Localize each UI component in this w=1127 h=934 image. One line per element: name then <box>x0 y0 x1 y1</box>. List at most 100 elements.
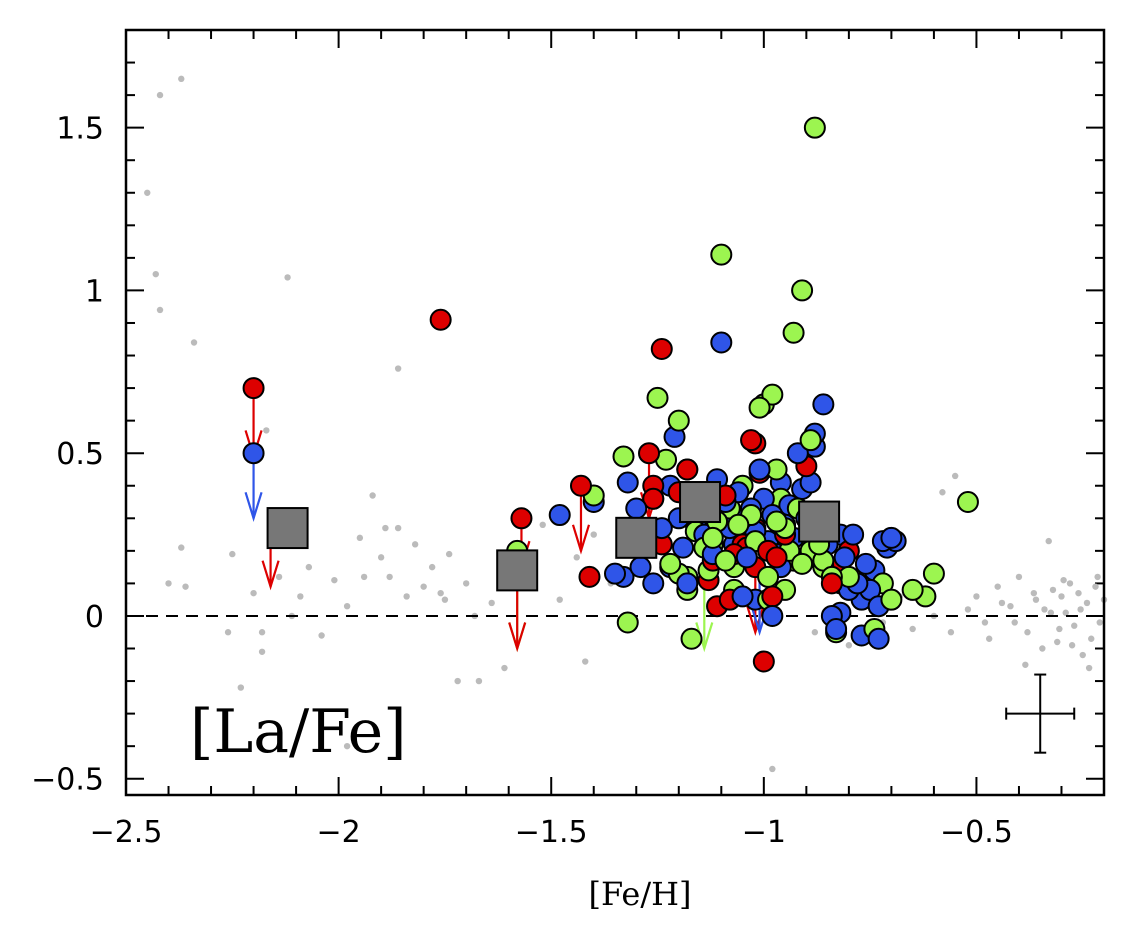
green-point <box>659 552 682 575</box>
green-point <box>714 549 737 572</box>
y-tick-label: 0.5 <box>56 437 104 472</box>
field-star-point <box>156 306 164 314</box>
blue-point <box>625 497 648 520</box>
upper-limit-arrowhead <box>261 560 280 591</box>
blue-point <box>676 572 699 595</box>
field-star-point <box>275 573 283 581</box>
field-star-point <box>343 742 351 750</box>
green-point <box>922 562 945 585</box>
field-star-point <box>165 580 172 587</box>
blue-point <box>761 604 784 627</box>
green-point <box>757 565 780 588</box>
field-star-point <box>1060 576 1067 584</box>
field-star-point <box>964 606 972 613</box>
field-star-point <box>994 583 1001 590</box>
green-point <box>799 429 822 452</box>
mean-value-square <box>679 481 722 524</box>
field-star-point <box>305 563 313 571</box>
y-tick-label: −0.5 <box>31 763 104 798</box>
field-star-point <box>386 573 393 581</box>
upper-limit-arrowhead <box>244 491 263 523</box>
red-point <box>676 458 699 481</box>
blue-point <box>786 442 809 465</box>
x-tick-label: −2 <box>316 815 360 850</box>
tick-marks <box>125 30 1105 795</box>
field-star-point <box>909 625 916 633</box>
field-star-point <box>1092 583 1099 590</box>
green-point <box>791 552 814 575</box>
field-star-point <box>1045 537 1052 545</box>
blue-point <box>710 331 733 354</box>
blue-point <box>735 546 758 569</box>
field-star-point <box>811 629 819 636</box>
blue-point <box>842 523 865 546</box>
plot-frame <box>124 28 1106 797</box>
field-star-point <box>1071 622 1078 629</box>
blue-point <box>748 458 771 481</box>
x-tick-label: −1 <box>742 815 786 850</box>
field-star-point <box>190 339 198 346</box>
field-star-point <box>360 573 368 581</box>
field-star-point <box>845 642 853 649</box>
red-point <box>761 585 784 608</box>
field-star-point <box>428 563 436 571</box>
field-star-point <box>178 544 185 551</box>
blue-point <box>616 471 639 494</box>
red-point <box>820 572 843 595</box>
blue-point <box>629 556 652 579</box>
red-point <box>578 565 601 588</box>
field-star-point <box>769 765 776 773</box>
field-star-point <box>475 677 483 685</box>
red-point <box>642 487 665 510</box>
field-star-point <box>382 524 389 532</box>
field-star-series <box>144 75 1108 773</box>
field-star-point <box>152 270 159 278</box>
field-star-point <box>1030 589 1038 597</box>
blue-point <box>854 552 877 575</box>
red-point <box>752 650 775 673</box>
red-point <box>569 474 592 497</box>
field-star-point <box>263 427 270 434</box>
field-star-point <box>1068 642 1076 649</box>
green-point <box>727 513 750 536</box>
field-star-point <box>1077 606 1084 613</box>
field-star-point <box>1094 573 1101 581</box>
field-star-point <box>250 589 257 597</box>
blue-point <box>642 572 665 595</box>
tick-labels: −2.5 −2 −1.5 −1 −0.5 −0.5 0 0.5 1 1.5 <box>31 112 1013 850</box>
field-star-point <box>156 91 164 99</box>
field-star-point <box>939 489 946 496</box>
field-star-point <box>973 593 980 600</box>
x-axis-title: [Fe/H] <box>588 875 691 913</box>
blue-point <box>812 393 835 416</box>
red-point <box>242 377 265 400</box>
field-star-point <box>947 629 955 636</box>
mean-value-square <box>615 516 658 559</box>
field-star-point <box>454 677 461 685</box>
field-star-point <box>394 524 402 532</box>
field-star-point <box>556 596 563 603</box>
field-star-point <box>590 531 597 538</box>
x-tick-label: −1.5 <box>515 815 588 850</box>
field-star-point <box>1066 580 1074 587</box>
field-star-point <box>462 580 470 587</box>
field-star-point <box>1079 651 1086 659</box>
field-star-point <box>297 593 304 600</box>
field-star-point <box>488 599 495 607</box>
mean-value-squares <box>266 481 841 592</box>
x-tick-label: −2.5 <box>90 815 163 850</box>
y-tick-label: 1.5 <box>56 112 104 147</box>
green-point <box>765 510 788 533</box>
green-point <box>680 627 703 650</box>
field-star-point <box>1015 573 1023 581</box>
field-star-point <box>403 593 410 600</box>
field-star-point <box>182 583 189 590</box>
field-star-point <box>1085 664 1093 672</box>
blue-point <box>604 562 626 585</box>
field-star-point <box>1049 586 1057 594</box>
field-star-point <box>573 554 580 561</box>
abundance-points <box>242 116 979 673</box>
green-point <box>901 578 924 601</box>
green-point <box>782 321 805 344</box>
